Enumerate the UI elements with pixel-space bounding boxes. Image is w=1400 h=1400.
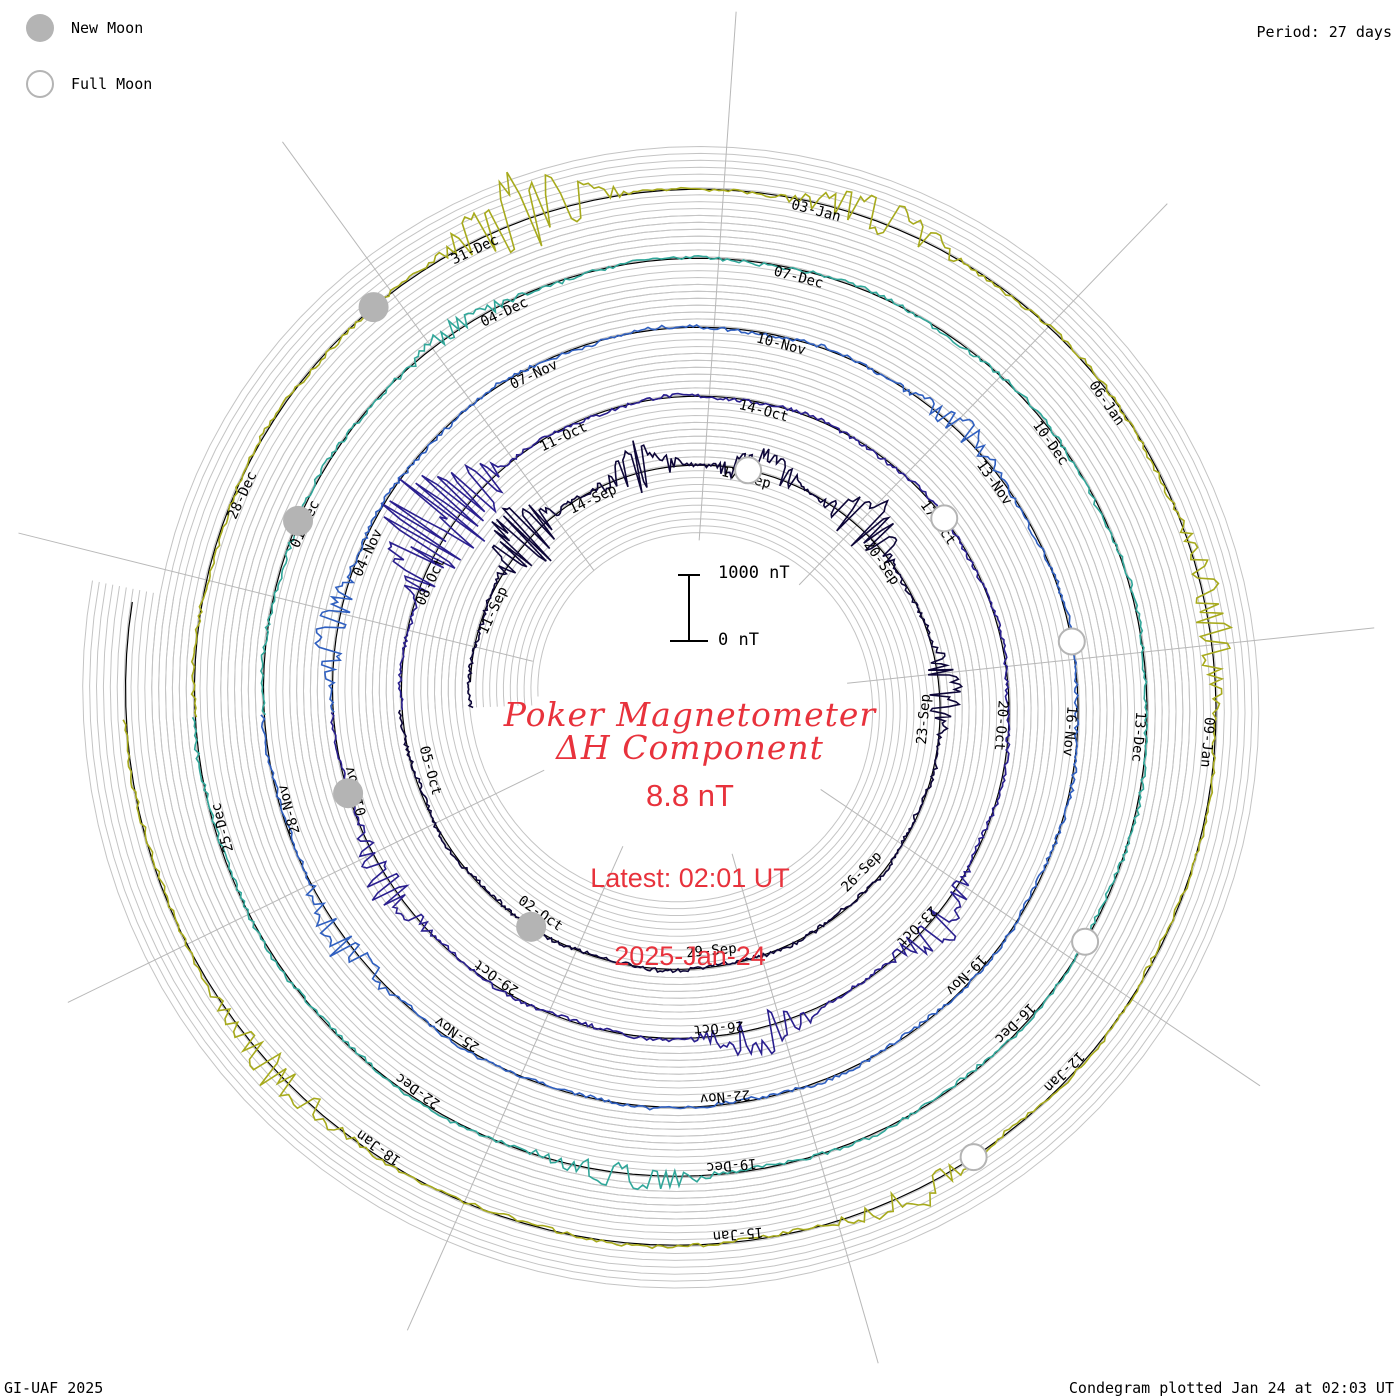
grid-spoke (282, 141, 595, 571)
date-label: 13-Dec (1128, 711, 1148, 763)
scale-bar-line (688, 575, 690, 642)
grid-spoke (67, 769, 545, 1003)
grid-spoke (406, 845, 624, 1331)
scale-bar-bottom-cap (670, 640, 708, 642)
date-label: 19-Dec (705, 1155, 757, 1176)
grid-ring (89, 152, 1253, 1282)
data-trace-5 (122, 171, 1234, 1250)
full-moon-marker (1057, 627, 1086, 656)
date-label: 20-Oct (991, 700, 1011, 752)
legend-new-moon: New Moon (26, 14, 143, 42)
full-moon-marker (930, 504, 959, 533)
grid-ring (82, 145, 1260, 1289)
new-moon-marker (516, 911, 547, 942)
period-label: Period: 27 days (1256, 23, 1392, 41)
data-trace-3 (260, 323, 1080, 1111)
full-moon-marker (1071, 927, 1100, 956)
scale-top-label: 1000 nT (718, 563, 790, 583)
latest-date: 2025-Jan-24 (614, 941, 766, 971)
date-label: 15-Jan (712, 1223, 764, 1244)
data-trace-1 (397, 440, 964, 974)
grid-ring (109, 173, 1232, 1261)
latest-time: Latest: 02:01 UT (590, 863, 790, 893)
grid-ring (144, 207, 1198, 1227)
grid-ring (95, 159, 1246, 1275)
grid-ring (116, 180, 1225, 1255)
footer-credit: GI-UAF 2025 (4, 1379, 104, 1397)
grid-spoke (798, 203, 1168, 586)
date-label: 16-Nov (1059, 705, 1079, 757)
chart-title: Poker Magnetometer (503, 695, 877, 734)
grid-spoke (731, 853, 879, 1364)
full-moon-icon (26, 70, 54, 98)
date-label: 09-Jan (1197, 716, 1217, 768)
grid-spoke (698, 11, 737, 541)
scale-bar: 1000 nT 0 nT (670, 563, 810, 655)
grid-spoke (820, 789, 1261, 1087)
date-label: 29-Sep (686, 941, 738, 962)
scale-bottom-label: 0 nT (718, 630, 759, 650)
grid-spoke (18, 532, 533, 662)
full-moon-marker (734, 456, 763, 485)
data-trace-4 (191, 254, 1149, 1191)
grid-spoke (847, 627, 1375, 684)
legend-new-moon-label: New Moon (71, 19, 144, 37)
grid-ring (102, 166, 1239, 1268)
chart-subtitle: ΔH Component (556, 728, 824, 767)
moon-markers (283, 292, 1100, 1172)
data-trace-2 (330, 392, 1011, 1057)
date-label: 23-Sep (914, 693, 934, 745)
full-moon-marker (959, 1143, 988, 1172)
new-moon-marker (333, 778, 364, 809)
grid-spokes (18, 11, 1375, 1364)
scale-bar-top-cap (678, 574, 700, 576)
title-block: Poker Magnetometer ΔH Component 8.8 nT L… (390, 698, 990, 970)
date-label: 26-Oct (693, 1017, 745, 1038)
footer-plotted: Condegram plotted Jan 24 at 02:03 UT (1068, 1379, 1394, 1397)
legend-full-moon-label: Full Moon (71, 75, 153, 93)
new-moon-marker (283, 505, 314, 536)
new-moon-marker (358, 292, 389, 323)
legend-full-moon: Full Moon (26, 70, 152, 98)
new-moon-icon (26, 14, 54, 42)
date-label: 22-Nov (699, 1086, 751, 1107)
current-value: 8.8 nT (646, 778, 734, 813)
